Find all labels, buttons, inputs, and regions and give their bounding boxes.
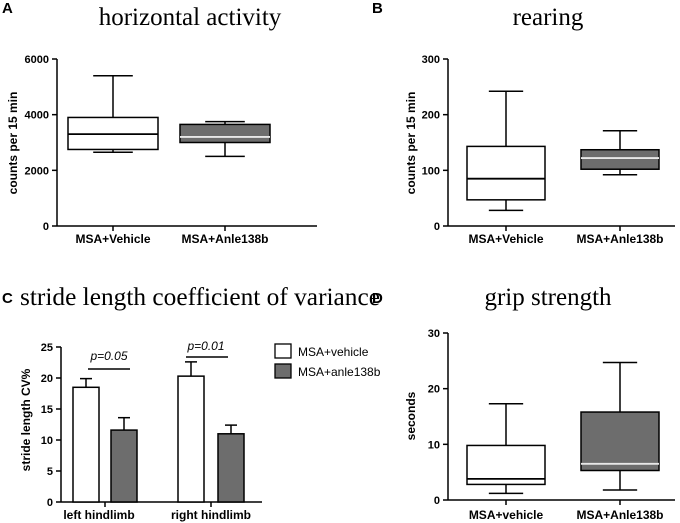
panel-d-box-2-iqr [580,411,660,472]
panel-d-ylabel: seconds [404,391,418,440]
panel-d-y-tick-label: 10 [428,439,440,451]
panel-c-ylabel: stride length CV% [19,368,33,471]
panel-a-ylabel: counts per 15 min [6,92,20,195]
panel-b-category-2: MSA+Anle138b [576,232,663,246]
panel-b-title: rearing [513,4,584,31]
panel-a-y-tick-label: 0 [43,221,49,233]
legend-label-anle138b: MSA+anle138b [298,365,381,379]
panel-c-title: stride length coefficient of variance [20,284,380,311]
panel-c-category-2: right hindlimb [171,508,251,522]
panel-c-category-1: left hindlimb [63,508,134,522]
panel-b-y-tick-label: 100 [422,165,440,177]
panel-a-category-1: MSA+Vehicle [75,232,150,246]
panel-d-category-1: MSA+vehicle [469,508,544,522]
panel-c-y-tick-label: 25 [41,342,53,354]
panel-a-y-tick-label: 4000 [25,110,49,122]
panel-c-bar-1-1 [72,386,100,503]
panel-d: D grip strength seconds MSA+vehicle MSA+… [372,284,675,522]
panel-c-y-tick-label: 5 [47,466,53,478]
panel-c-y-tick-label: 0 [47,497,53,509]
panel-a: A horizontal activity counts per 15 min … [2,0,317,246]
panel-a-category-2: MSA+Anle138b [181,232,268,246]
panel-d-title: grip strength [484,284,612,311]
panel-c-y-tick-label: 10 [41,435,53,447]
panel-letter-d: D [372,290,383,307]
legend-swatch-anle138b [274,363,292,379]
panel-c-annotation-left: p=0.05 [89,349,127,363]
panel-a-box-2-iqr [179,123,271,144]
panel-b-category-1: MSA+Vehicle [468,232,543,246]
panel-c: C stride length coefficient of variance … [2,284,381,522]
panel-a-y-tick-label: 6000 [25,54,49,66]
panel-b-ylabel: counts per 15 min [404,92,418,195]
panel-c-y-tick-label: 15 [41,404,53,416]
panel-a-title: horizontal activity [99,4,282,31]
panel-letter-a: A [2,0,13,17]
panel-letter-b: B [372,0,383,17]
panel-c-bar-1-2 [177,375,205,503]
panel-b-y-tick-label: 300 [422,54,440,66]
panel-c-annotation-right: p=0.01 [186,339,224,353]
panel-b-box-1-iqr [466,145,546,201]
panel-b-box-2-iqr [580,148,660,170]
panel-b: B rearing counts per 15 min MSA+Vehicle … [372,0,675,246]
panel-c-bar-2-2 [217,433,245,503]
panel-b-y-tick-label: 0 [434,221,440,233]
panel-d-box-1-iqr [466,444,546,486]
panel-d-category-2: MSA+Anle138b [576,508,663,522]
panel-d-y-tick-label: 20 [428,384,440,396]
panel-c-y-tick-label: 20 [41,373,53,385]
panel-d-y-tick-label: 30 [428,328,440,340]
panel-c-bar-2-1 [110,429,138,503]
panel-d-y-tick-label: 0 [434,495,440,507]
panel-a-y-tick-label: 2000 [25,165,49,177]
legend-label-vehicle: MSA+vehicle [298,345,369,359]
legend-swatch-vehicle [274,343,292,359]
panel-b-y-tick-label: 200 [422,110,440,122]
panel-letter-c: C [2,290,13,307]
